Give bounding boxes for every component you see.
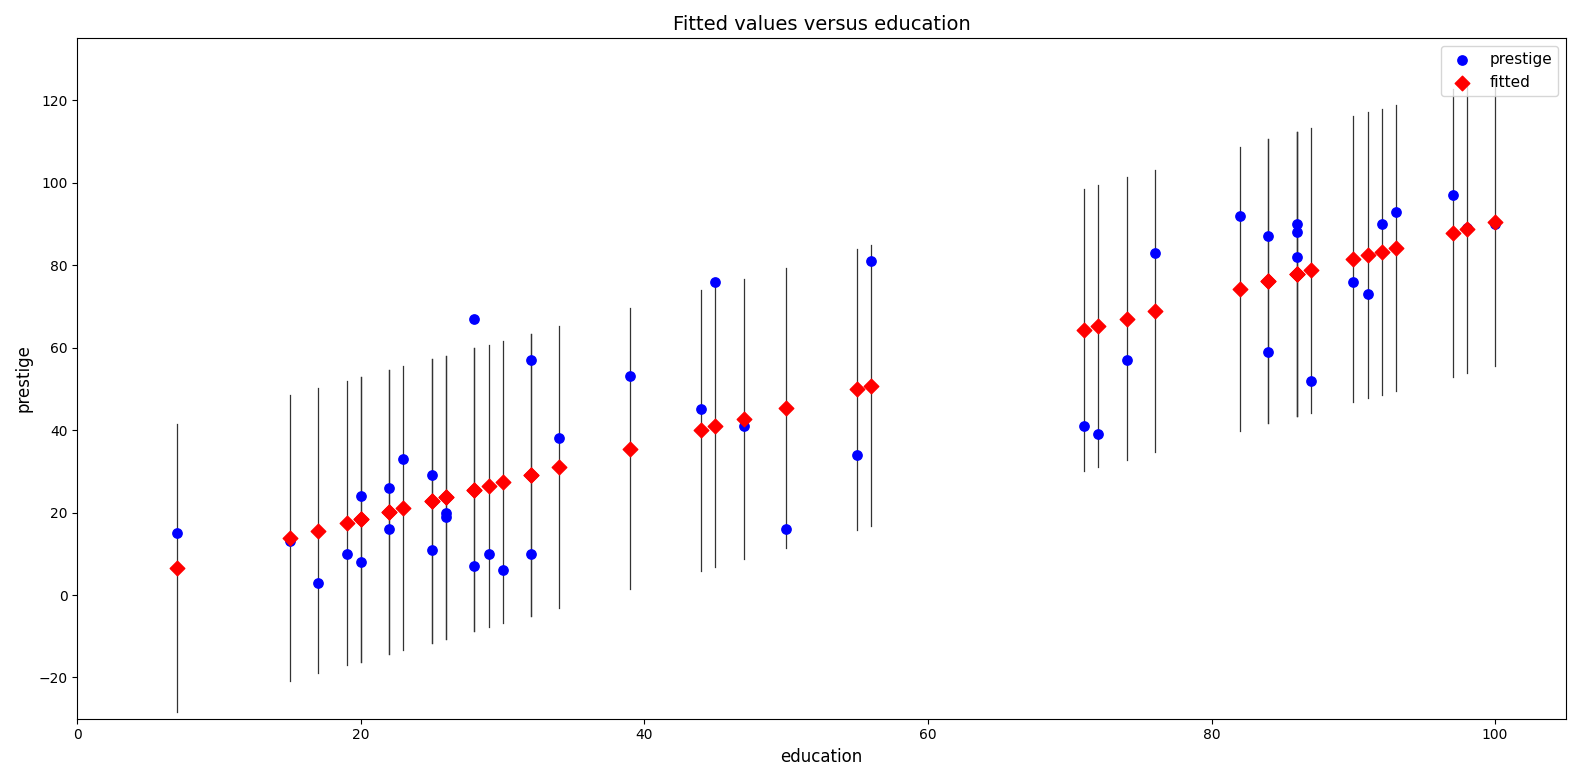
prestige [433,506,458,519]
prestige [618,370,643,383]
fitted [462,483,487,496]
prestige [773,522,798,535]
prestige [1298,374,1323,387]
prestige [730,419,756,432]
prestige [1072,419,1097,432]
fitted [490,476,515,488]
fitted [1483,216,1508,228]
prestige [277,535,302,547]
prestige [305,576,330,589]
fitted [1227,283,1252,295]
prestige [1383,205,1409,218]
prestige [490,564,515,576]
prestige [348,490,373,502]
prestige [462,312,487,325]
prestige [1284,218,1309,230]
prestige [334,547,359,560]
fitted [376,506,402,519]
fitted [1284,268,1309,280]
fitted [1141,305,1167,317]
fitted [1284,268,1309,280]
prestige [1341,276,1366,288]
fitted [348,513,373,526]
prestige [1115,354,1140,366]
fitted [419,494,444,507]
prestige [164,527,190,540]
fitted [476,480,501,492]
fitted [305,524,330,537]
fitted [519,469,544,481]
fitted [730,413,756,426]
fitted [277,532,302,544]
fitted [462,483,487,496]
prestige [702,276,727,288]
fitted [419,494,444,507]
fitted [1383,241,1409,254]
prestige [1255,230,1281,243]
fitted [1341,253,1366,266]
prestige [391,453,416,465]
fitted [519,469,544,481]
fitted [858,380,884,392]
prestige [1440,189,1466,201]
prestige [858,255,884,267]
fitted [1284,268,1309,280]
prestige [433,511,458,523]
fitted [348,513,373,526]
X-axis label: education: education [781,748,863,766]
prestige [1284,226,1309,238]
fitted [334,517,359,530]
prestige [1355,287,1380,300]
fitted [376,506,402,519]
fitted [547,461,572,473]
fitted [1440,226,1466,239]
prestige [1255,345,1281,358]
prestige [1284,251,1309,263]
prestige [376,522,402,535]
fitted [1086,319,1111,332]
fitted [1455,223,1480,236]
prestige [1369,218,1394,230]
fitted [773,401,798,414]
prestige [476,547,501,560]
prestige [1455,222,1480,234]
Title: Fitted values versus education: Fitted values versus education [674,15,971,34]
Y-axis label: prestige: prestige [14,344,33,412]
fitted [1255,275,1281,287]
prestige [348,556,373,569]
prestige [547,432,572,444]
prestige [844,448,870,461]
prestige [1086,428,1111,440]
fitted [164,562,190,574]
prestige [1141,247,1167,259]
fitted [391,502,416,515]
prestige [519,354,544,366]
prestige [689,403,715,415]
fitted [1255,275,1281,287]
fitted [433,491,458,504]
prestige [519,547,544,560]
prestige [419,544,444,556]
prestige [376,482,402,494]
fitted [1115,312,1140,325]
fitted [689,424,715,437]
fitted [618,443,643,455]
prestige [1483,218,1508,230]
fitted [1355,249,1380,262]
fitted [702,420,727,433]
prestige [1227,209,1252,222]
fitted [1369,245,1394,258]
Legend: prestige, fitted: prestige, fitted [1440,46,1559,96]
fitted [1298,264,1323,276]
fitted [1072,323,1097,336]
prestige [462,560,487,572]
fitted [433,491,458,504]
fitted [844,383,870,395]
prestige [419,469,444,482]
